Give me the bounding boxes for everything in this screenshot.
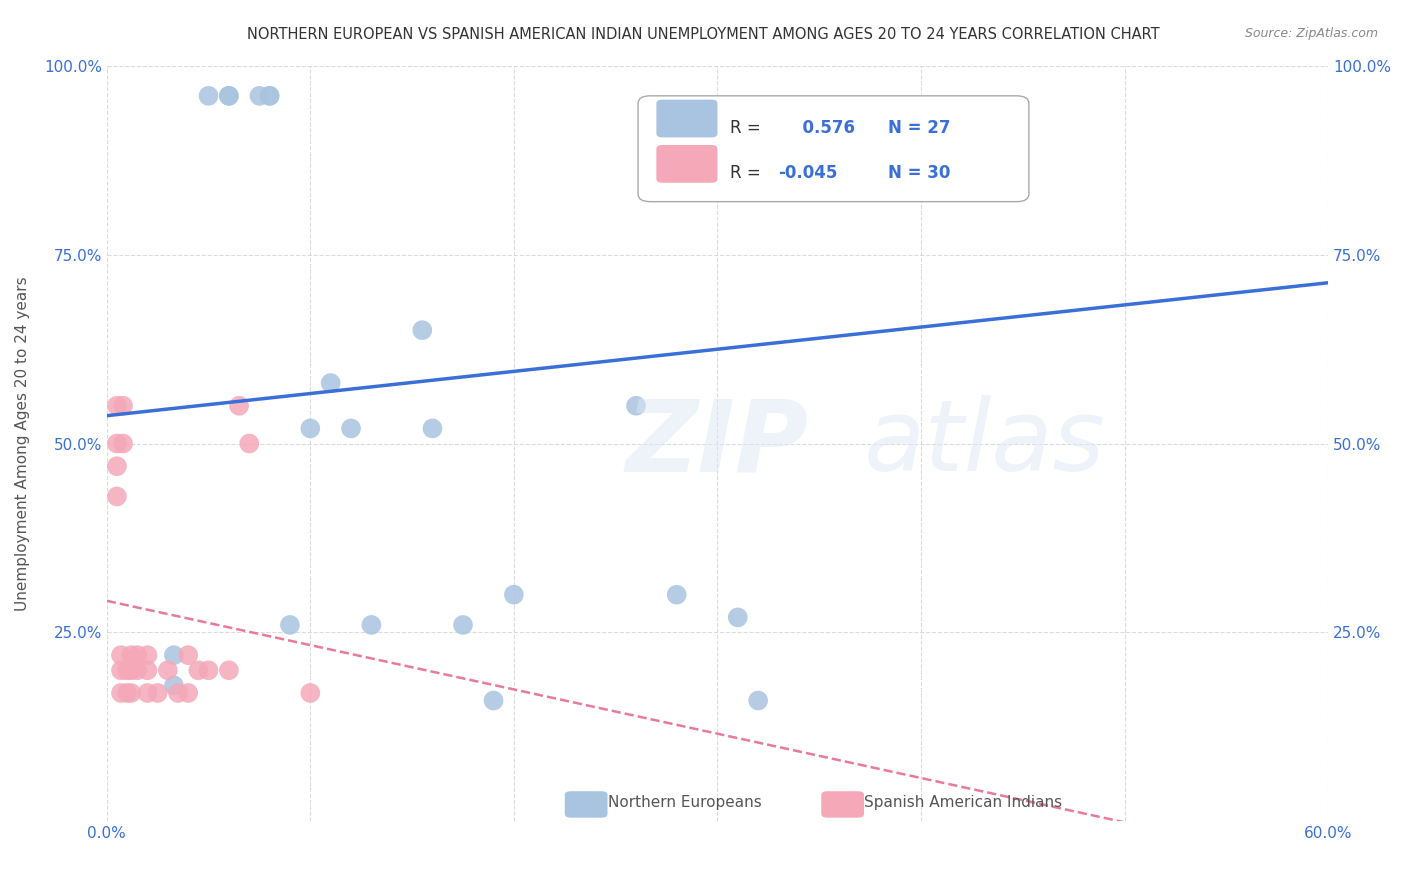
Point [105, 399, 128, 413]
Point [259, 88, 281, 103]
Text: 0.576: 0.576 [790, 119, 855, 136]
Point [177, 648, 200, 662]
Text: R =: R = [730, 164, 761, 182]
Point [127, 663, 149, 677]
Point [360, 618, 382, 632]
Point [136, 686, 159, 700]
FancyBboxPatch shape [565, 791, 607, 818]
Text: Northern Europeans: Northern Europeans [607, 795, 761, 810]
Point [136, 663, 159, 677]
Point [110, 686, 132, 700]
Point [105, 436, 128, 450]
Point [110, 648, 132, 662]
Point [228, 399, 250, 413]
Point [120, 648, 142, 662]
Point [110, 663, 132, 677]
FancyBboxPatch shape [638, 95, 1029, 202]
Point [218, 88, 240, 103]
Text: Spanish American Indians: Spanish American Indians [865, 795, 1062, 810]
Point [105, 459, 128, 474]
Point [727, 610, 749, 624]
Point [115, 686, 138, 700]
Text: Source: ZipAtlas.com: Source: ZipAtlas.com [1244, 27, 1378, 40]
Point [218, 663, 240, 677]
Point [177, 686, 200, 700]
Point [502, 588, 524, 602]
Point [451, 618, 474, 632]
FancyBboxPatch shape [657, 145, 717, 183]
Point [624, 399, 647, 413]
Point [787, 119, 810, 133]
Point [115, 663, 138, 677]
FancyBboxPatch shape [657, 100, 717, 137]
Text: NORTHERN EUROPEAN VS SPANISH AMERICAN INDIAN UNEMPLOYMENT AMONG AGES 20 TO 24 YE: NORTHERN EUROPEAN VS SPANISH AMERICAN IN… [246, 27, 1160, 42]
Point [665, 588, 688, 602]
Point [768, 119, 790, 133]
Y-axis label: Unemployment Among Ages 20 to 24 years: Unemployment Among Ages 20 to 24 years [15, 277, 30, 611]
Point [120, 686, 142, 700]
Point [163, 648, 186, 662]
Point [950, 119, 973, 133]
Text: atlas: atlas [865, 395, 1105, 492]
Point [187, 663, 209, 677]
Point [197, 663, 219, 677]
Point [482, 693, 505, 707]
Point [218, 88, 240, 103]
Point [156, 663, 179, 677]
Point [112, 399, 135, 413]
Point [249, 88, 271, 103]
Text: N = 30: N = 30 [889, 164, 950, 182]
Point [259, 88, 281, 103]
Point [120, 663, 142, 677]
Point [299, 421, 322, 435]
Point [136, 648, 159, 662]
Text: R =: R = [730, 119, 761, 136]
Point [787, 119, 810, 133]
Point [197, 88, 219, 103]
Point [238, 436, 260, 450]
Text: -0.045: -0.045 [779, 164, 838, 182]
Text: ZIP: ZIP [626, 395, 808, 492]
Point [411, 323, 433, 337]
Point [167, 686, 190, 700]
Point [146, 686, 169, 700]
Point [127, 648, 149, 662]
Point [340, 421, 363, 435]
Point [319, 376, 342, 390]
Point [163, 678, 186, 692]
Text: N = 27: N = 27 [889, 119, 950, 136]
FancyBboxPatch shape [821, 791, 865, 818]
Point [747, 693, 769, 707]
Point [299, 686, 322, 700]
Point [422, 421, 444, 435]
Point [105, 490, 128, 504]
Point [278, 618, 301, 632]
Point [112, 436, 135, 450]
